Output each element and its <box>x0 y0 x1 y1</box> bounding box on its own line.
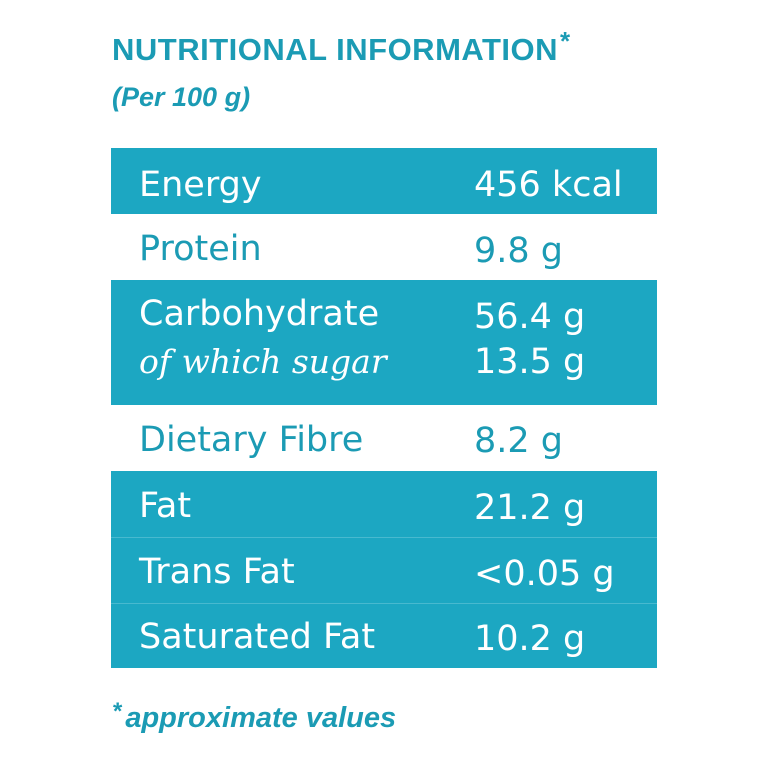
nutrient-value: 456 kcal <box>474 165 623 205</box>
footnote: * approximate values <box>112 698 396 735</box>
nutrient-label: Saturated Fat <box>139 617 376 657</box>
nutrition-title: NUTRITIONAL INFORMATION* <box>112 26 571 68</box>
nutrient-label: Energy <box>139 165 262 205</box>
row-fat: Fat 21.2 g <box>111 471 657 537</box>
nutrient-label: Fat <box>139 486 192 526</box>
nutrition-table: Energy 456 kcal Protein 9.8 g Carbohydra… <box>111 148 657 668</box>
row-dietary-fibre: Dietary Fibre 8.2 g <box>111 405 657 471</box>
title-text: NUTRITIONAL INFORMATION <box>112 32 559 67</box>
nutrient-value: 9.8 g <box>474 231 564 271</box>
row-protein: Protein 9.8 g <box>111 214 657 280</box>
nutrient-value: 10.2 g <box>474 619 586 659</box>
row-energy: Energy 456 kcal <box>111 148 657 214</box>
nutrient-label: Protein <box>139 229 262 269</box>
nutrient-label: Dietary Fibre <box>139 420 364 460</box>
nutrient-label: Trans Fat <box>139 552 295 592</box>
nutrient-value: 21.2 g <box>474 488 586 528</box>
row-trans-fat: Trans Fat <0.05 g <box>111 537 657 603</box>
nutrient-value: 8.2 g <box>474 421 564 461</box>
nutrient-value: 56.4 g <box>474 297 586 337</box>
nutrient-value: <0.05 g <box>474 554 615 594</box>
title-asterisk: * <box>560 26 571 56</box>
nutrient-label: Carbohydrate <box>139 294 380 334</box>
nutrient-sub-label: of which sugar <box>139 342 387 381</box>
footnote-asterisk: * <box>112 698 122 725</box>
footnote-text: approximate values <box>125 702 397 734</box>
row-carbohydrate: Carbohydrate 56.4 g of which sugar 13.5 … <box>111 280 657 405</box>
nutrient-sub-value: 13.5 g <box>474 342 586 382</box>
row-saturated-fat: Saturated Fat 10.2 g <box>111 603 657 668</box>
serving-size-subtitle: (Per 100 g) <box>112 82 251 112</box>
